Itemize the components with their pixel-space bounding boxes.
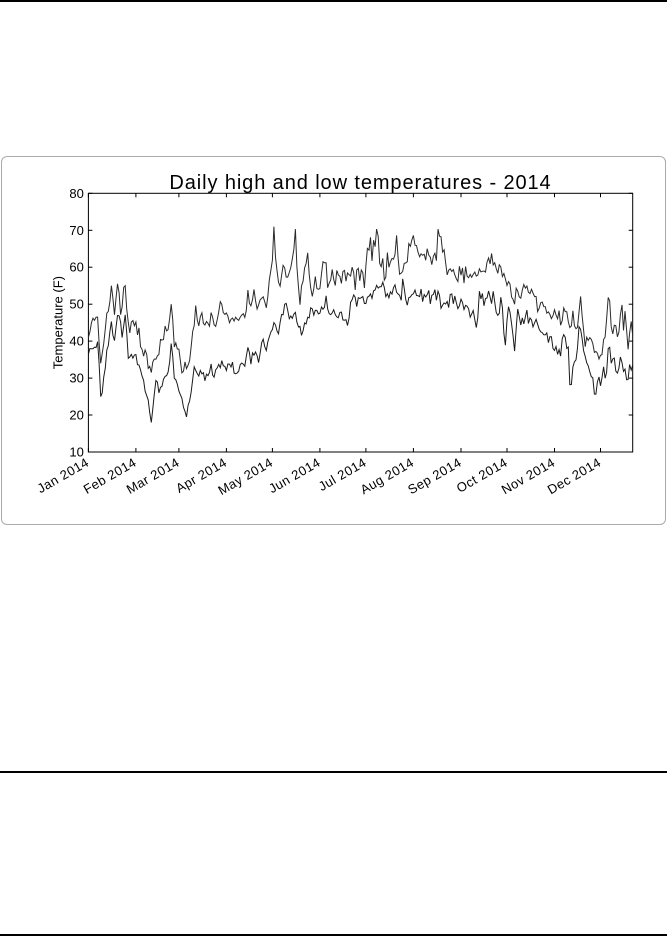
svg-text:10: 10 — [69, 445, 83, 460]
svg-text:Jan 2014: Jan 2014 — [34, 455, 91, 497]
svg-text:60: 60 — [69, 260, 83, 275]
svg-text:Jun 2014: Jun 2014 — [266, 455, 323, 497]
svg-text:40: 40 — [69, 334, 83, 349]
svg-text:70: 70 — [69, 223, 83, 238]
svg-text:Aug 2014: Aug 2014 — [358, 455, 417, 498]
svg-text:30: 30 — [69, 371, 83, 386]
svg-text:Daily high and low temperature: Daily high and low temperatures - 2014 — [169, 172, 551, 194]
svg-text:50: 50 — [69, 297, 83, 312]
svg-text:Temperature (F): Temperature (F) — [51, 276, 66, 369]
svg-text:80: 80 — [69, 186, 83, 201]
svg-text:Sep 2014: Sep 2014 — [405, 455, 464, 498]
svg-text:20: 20 — [69, 408, 83, 423]
